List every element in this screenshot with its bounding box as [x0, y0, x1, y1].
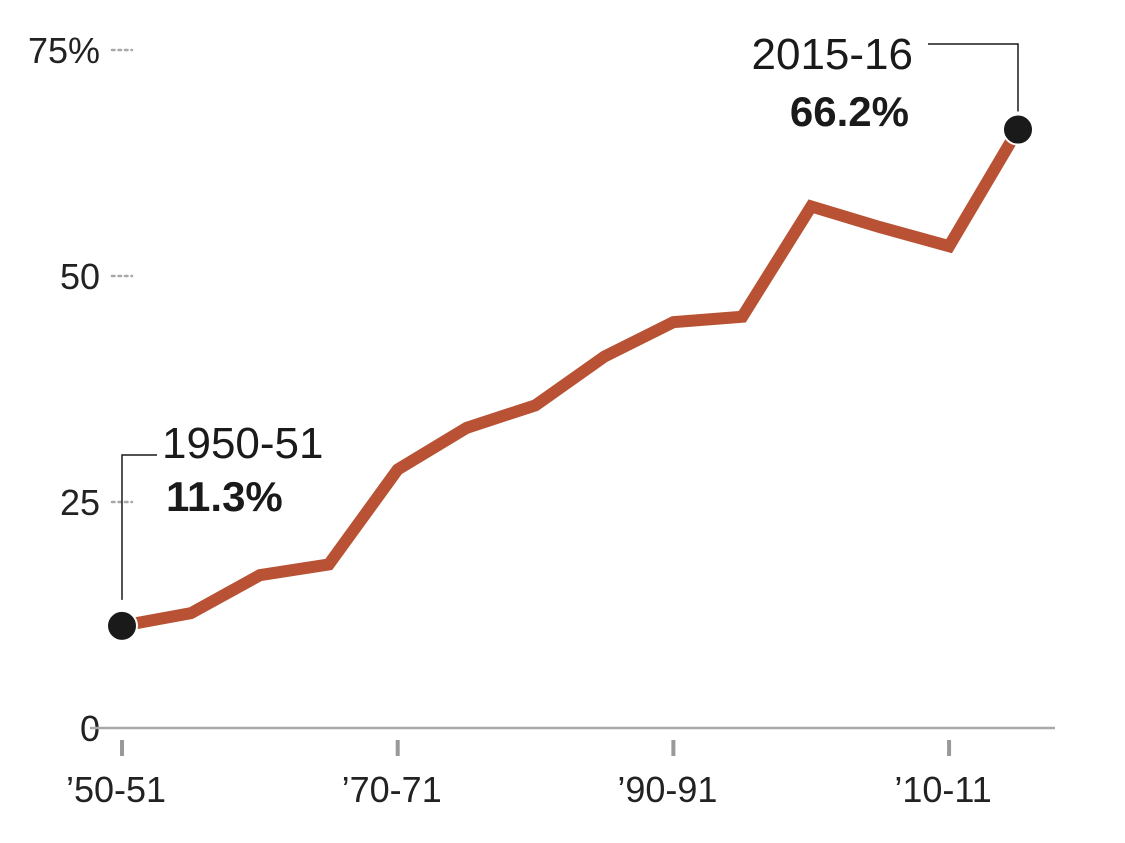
data-point	[805, 200, 817, 212]
annotations: 1950-51 11.3% 2015-16 66.2%	[121, 30, 1019, 600]
series-line	[120, 126, 1024, 632]
endpoint-marker	[106, 609, 138, 642]
x-tick-label: ’90-91	[617, 769, 717, 810]
data-point	[598, 350, 610, 362]
data-point	[736, 311, 748, 323]
data-point	[254, 569, 266, 581]
annotation-value: 11.3%	[166, 473, 283, 520]
y-tick-label: 0	[80, 708, 100, 749]
data-point	[874, 221, 886, 233]
data-point	[392, 463, 404, 475]
series	[120, 126, 1024, 632]
data-point	[323, 558, 335, 570]
x-axis: ’50-51 ’70-71 ’90-91 ’10-11	[66, 726, 1055, 810]
endpoint-marker	[1002, 113, 1034, 146]
data-point	[943, 240, 955, 252]
annotation-year: 1950-51	[162, 419, 323, 468]
annotation-year: 2015-16	[752, 30, 913, 79]
x-tick-label: ’70-71	[342, 769, 442, 810]
y-tick-label: 25	[60, 482, 100, 523]
annotation-leader	[928, 43, 1019, 112]
annotation-value: 66.2%	[790, 88, 909, 135]
data-point	[461, 422, 473, 434]
data-point	[530, 399, 542, 411]
data-point	[667, 316, 679, 328]
x-tick-label: ’10-11	[894, 769, 991, 810]
annotation-leader	[121, 454, 157, 600]
y-tick-label: 75%	[28, 30, 100, 71]
y-axis: 0 25 50 75%	[28, 30, 134, 749]
y-tick-label: 50	[60, 256, 100, 297]
x-tick-label: ’50-51	[66, 769, 166, 810]
data-point	[185, 607, 197, 619]
markers	[106, 113, 1034, 642]
